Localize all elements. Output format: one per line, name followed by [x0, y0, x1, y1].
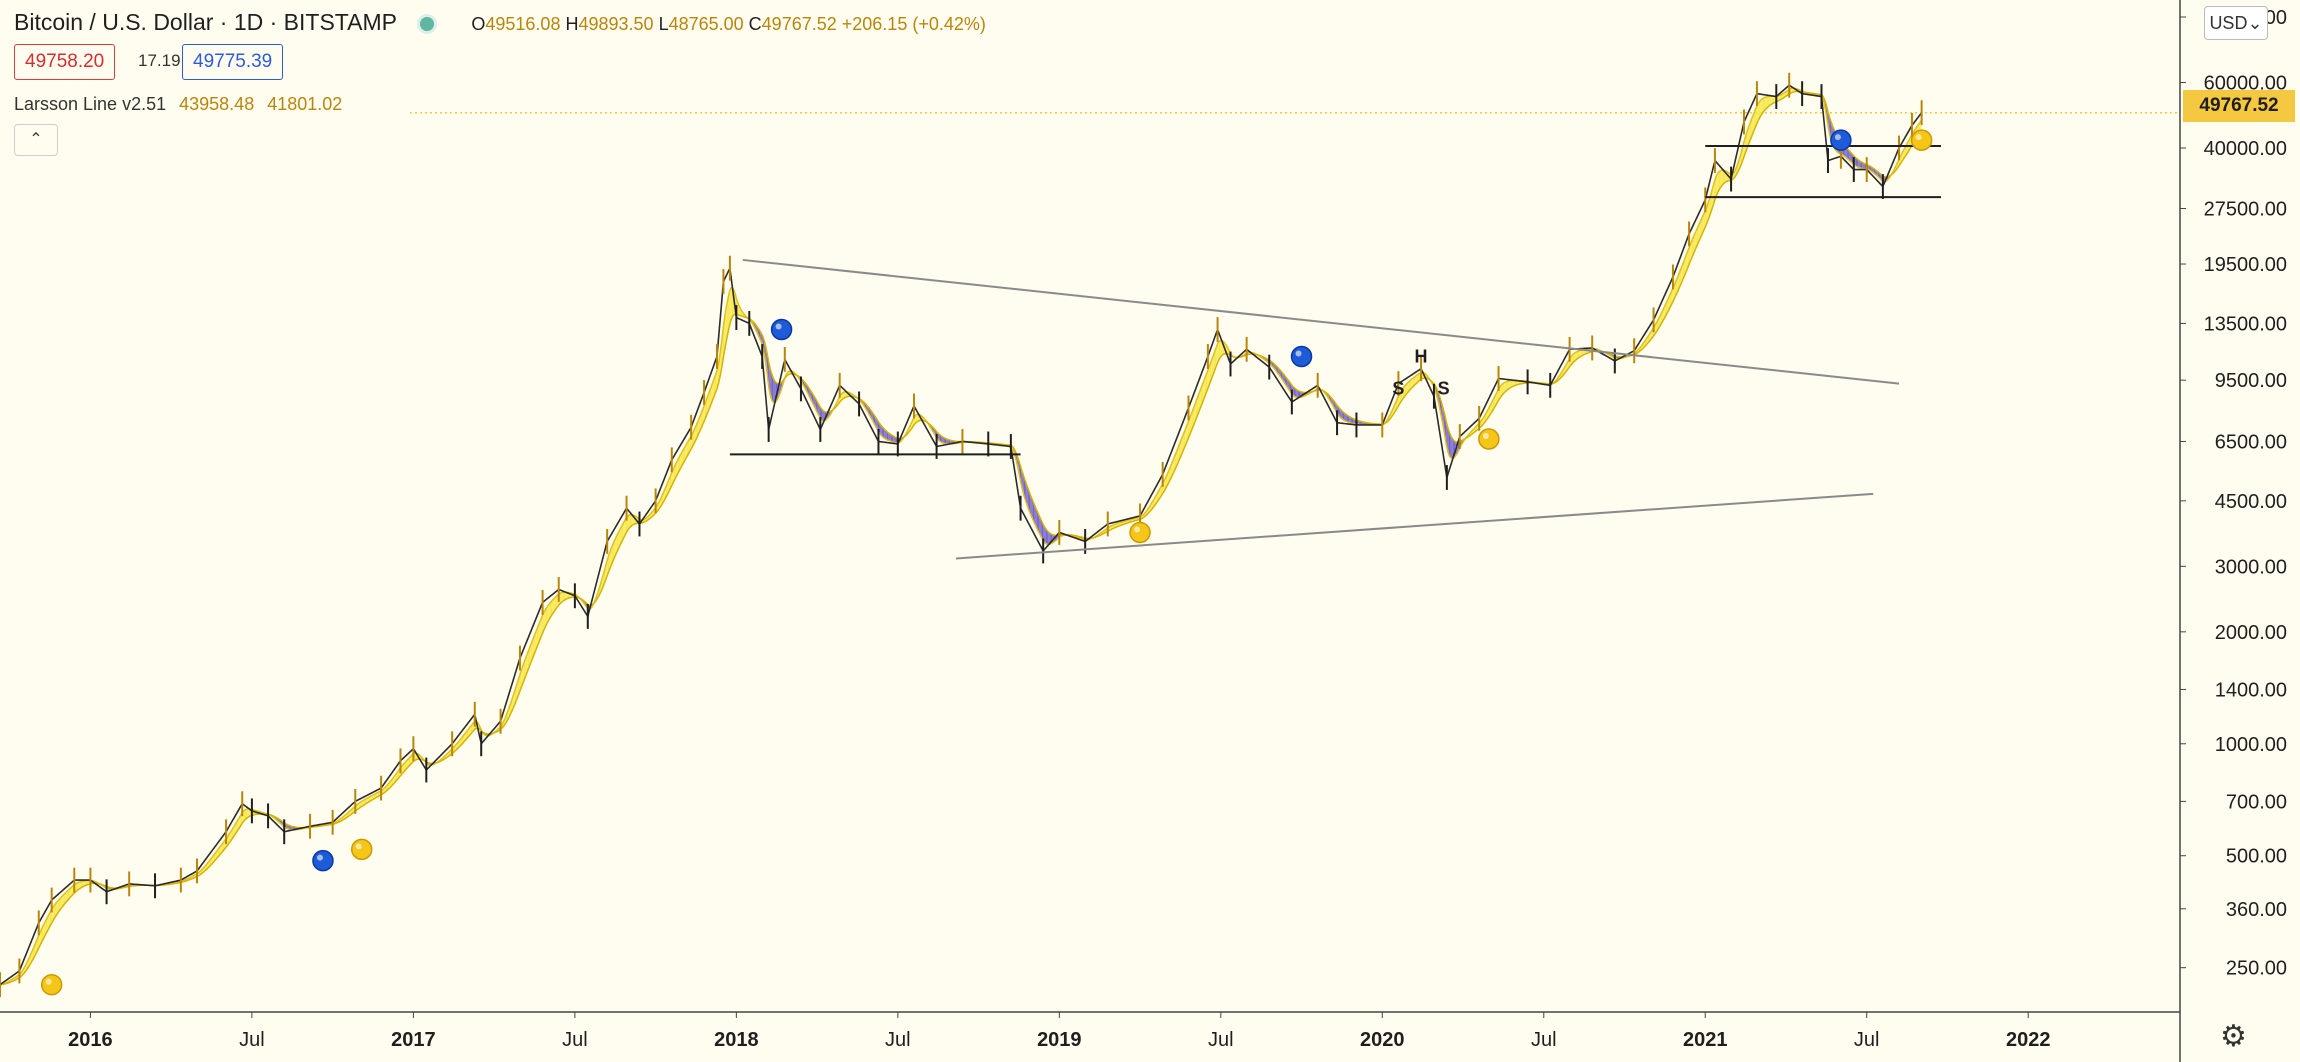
trendline — [742, 258, 1900, 385]
low-value: 48765.00 — [668, 14, 744, 34]
bear-signal-marker — [770, 318, 793, 341]
bull-signal-marker — [1129, 521, 1151, 544]
y-tick-label: 700.00 — [2226, 791, 2287, 813]
signal-dot — [350, 838, 373, 861]
indicator-legend[interactable]: Larsson Line v2.51 43958.48 41801.02 — [14, 94, 342, 115]
bull-signal-marker — [1478, 428, 1500, 450]
indicator-value-2: 41801.02 — [267, 94, 343, 114]
pattern-label: S — [1438, 378, 1450, 398]
y-tick-label: 19500.00 — [2204, 254, 2287, 276]
x-tick-label: Jul — [885, 1029, 911, 1051]
slow-line — [0, 90, 1922, 986]
chart-legend: Bitcoin / U.S. Dollar · 1D · BITSTAMP O4… — [14, 9, 986, 36]
y-tick-label: 6500.00 — [2215, 431, 2287, 453]
open-value: 49516.08 — [485, 14, 561, 34]
high-value: 49893.50 — [578, 14, 654, 34]
ohlc-values: O49516.08 H49893.50 L48765.00 C49767.52 … — [471, 14, 986, 34]
fast-line — [0, 87, 1922, 986]
pattern-label: S — [1392, 378, 1404, 398]
signal-dot — [312, 849, 334, 872]
price-series — [0, 72, 1923, 998]
chevron-up-icon: ⌃ — [29, 131, 43, 148]
signal-highlight — [1482, 432, 1489, 439]
y-tick-label: 27500.00 — [2204, 199, 2287, 221]
market-status-icon — [416, 13, 437, 34]
signal-dot — [1129, 521, 1151, 544]
x-tick-label: 2018 — [714, 1029, 759, 1051]
spread-value: 17.19 — [128, 44, 191, 78]
x-tick-label: 2016 — [68, 1029, 113, 1051]
signal-dot — [40, 973, 63, 996]
signal-highlight — [316, 854, 323, 861]
y-tick-label: 3000.00 — [2215, 556, 2287, 578]
buy-price-button[interactable]: 49775.39 — [182, 44, 284, 80]
x-tick-label: Jul — [1854, 1029, 1880, 1051]
bull-signal-marker — [350, 838, 373, 861]
signal-highlight — [1915, 134, 1922, 141]
bear-signal-marker — [312, 849, 334, 872]
price-line — [0, 84, 1922, 986]
close-value: 49767.52 — [761, 14, 837, 34]
y-tick-label: 1000.00 — [2215, 734, 2287, 756]
signal-highlight — [1834, 134, 1841, 141]
pattern-label: H — [1415, 346, 1428, 366]
signal-highlight — [45, 978, 52, 985]
y-tick-label: 40000.00 — [2204, 138, 2287, 160]
y-tick-label: 2000.00 — [2215, 622, 2287, 644]
signal-markers — [40, 129, 1933, 996]
symbol-title[interactable]: Bitcoin / U.S. Dollar · 1D · BITSTAMP — [14, 9, 397, 35]
x-tick-label: Jul — [562, 1029, 588, 1051]
y-tick-label: 1400.00 — [2215, 679, 2287, 701]
trendline — [955, 492, 1874, 560]
x-tick-label: 2020 — [1360, 1029, 1405, 1051]
indicator-name: Larsson Line v2.51 — [14, 94, 167, 114]
change-value: +206.15 (+0.42%) — [841, 14, 986, 34]
signal-dot — [1830, 129, 1852, 151]
x-tick-label: 2022 — [2006, 1029, 2051, 1051]
signal-dot — [1478, 428, 1500, 450]
x-tick-label: 2017 — [391, 1029, 436, 1051]
y-tick-label: 9500.00 — [2215, 370, 2287, 392]
y-tick-label: 500.00 — [2226, 846, 2287, 868]
signal-highlight — [1295, 350, 1302, 357]
chart-drawings: SHS — [729, 144, 1942, 560]
x-tick-label: Jul — [239, 1029, 265, 1051]
y-tick-label: 13500.00 — [2204, 313, 2287, 335]
signal-dot — [1290, 345, 1313, 368]
signal-highlight — [355, 843, 362, 850]
y-tick-label: 250.00 — [2226, 958, 2287, 980]
gear-icon[interactable]: ⚙ — [2220, 1020, 2247, 1053]
indicator-value-1: 43958.48 — [179, 94, 255, 114]
bull-signal-marker — [40, 973, 63, 996]
larsson-line-bands — [0, 87, 1922, 986]
sell-price-button[interactable]: 49758.20 — [14, 44, 116, 80]
signal-highlight — [775, 323, 782, 330]
bear-signal-marker — [1290, 345, 1313, 368]
y-tick-label: 360.00 — [2226, 899, 2287, 921]
x-tick-label: Jul — [1208, 1029, 1234, 1051]
collapse-legend-button[interactable]: ⌃ — [14, 124, 58, 156]
signal-dot — [1910, 129, 1933, 151]
bear-signal-marker — [1830, 129, 1852, 151]
x-tick-label: Jul — [1531, 1029, 1557, 1051]
currency-select[interactable]: USD⌄ — [2204, 6, 2268, 40]
bull-signal-marker — [1910, 129, 1933, 151]
x-tick-label: 2021 — [1683, 1029, 1728, 1051]
y-tick-label: 4500.00 — [2215, 491, 2287, 513]
signal-highlight — [1134, 526, 1141, 533]
chevron-down-icon: ⌄ — [2247, 13, 2263, 33]
signal-dot — [770, 318, 793, 341]
current-price-label: 49767.52 — [2183, 90, 2295, 122]
y-tick-label: 60000.00 — [2204, 73, 2287, 95]
x-tick-label: 2019 — [1037, 1029, 1082, 1051]
